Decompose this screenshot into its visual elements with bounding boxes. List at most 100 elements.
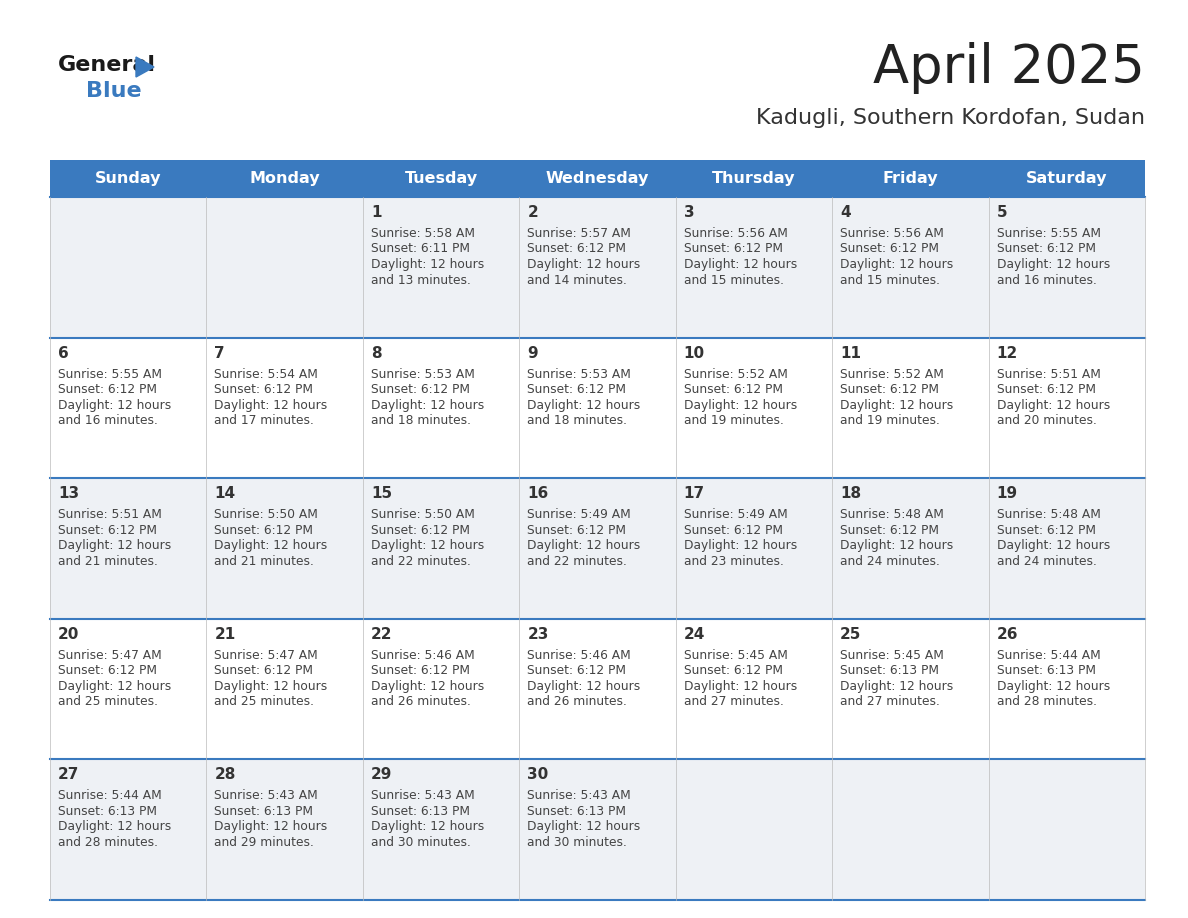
Text: Daylight: 12 hours: Daylight: 12 hours — [371, 680, 484, 693]
Text: Daylight: 12 hours: Daylight: 12 hours — [527, 821, 640, 834]
Text: Tuesday: Tuesday — [404, 171, 478, 186]
Text: and 27 minutes.: and 27 minutes. — [840, 695, 940, 709]
Text: Monday: Monday — [249, 171, 320, 186]
Text: and 24 minutes.: and 24 minutes. — [840, 554, 940, 567]
Text: 17: 17 — [684, 487, 704, 501]
Text: Sunrise: 5:50 AM: Sunrise: 5:50 AM — [214, 509, 318, 521]
Text: and 26 minutes.: and 26 minutes. — [371, 695, 470, 709]
Text: and 25 minutes.: and 25 minutes. — [58, 695, 158, 709]
Bar — [676, 759, 832, 900]
Text: Sunrise: 5:45 AM: Sunrise: 5:45 AM — [840, 649, 944, 662]
Text: Daylight: 12 hours: Daylight: 12 hours — [58, 680, 171, 693]
Text: Blue: Blue — [86, 81, 141, 101]
Text: Daylight: 12 hours: Daylight: 12 hours — [527, 398, 640, 411]
Text: Sunrise: 5:43 AM: Sunrise: 5:43 AM — [527, 789, 631, 802]
Bar — [50, 338, 207, 478]
Bar — [832, 759, 988, 900]
Bar — [988, 619, 1145, 759]
Text: Sunrise: 5:50 AM: Sunrise: 5:50 AM — [371, 509, 475, 521]
Text: Daylight: 12 hours: Daylight: 12 hours — [684, 680, 797, 693]
Text: 22: 22 — [371, 627, 392, 642]
Text: Daylight: 12 hours: Daylight: 12 hours — [58, 539, 171, 553]
Text: 8: 8 — [371, 345, 381, 361]
Text: Sunrise: 5:47 AM: Sunrise: 5:47 AM — [214, 649, 318, 662]
Bar — [832, 478, 988, 619]
Bar — [362, 759, 519, 900]
Text: Daylight: 12 hours: Daylight: 12 hours — [997, 398, 1110, 411]
Bar — [207, 619, 362, 759]
Bar — [519, 197, 676, 338]
Text: Sunset: 6:12 PM: Sunset: 6:12 PM — [997, 383, 1095, 396]
Text: Sunset: 6:13 PM: Sunset: 6:13 PM — [58, 805, 157, 818]
Text: Daylight: 12 hours: Daylight: 12 hours — [840, 539, 954, 553]
Bar — [207, 478, 362, 619]
Text: Sunset: 6:13 PM: Sunset: 6:13 PM — [214, 805, 314, 818]
Text: Daylight: 12 hours: Daylight: 12 hours — [371, 258, 484, 271]
Bar — [676, 478, 832, 619]
Text: 6: 6 — [58, 345, 69, 361]
Text: Sunset: 6:12 PM: Sunset: 6:12 PM — [684, 665, 783, 677]
Text: Sunset: 6:12 PM: Sunset: 6:12 PM — [684, 383, 783, 396]
Text: and 29 minutes.: and 29 minutes. — [214, 836, 315, 849]
Text: and 30 minutes.: and 30 minutes. — [371, 836, 470, 849]
Text: Sunrise: 5:45 AM: Sunrise: 5:45 AM — [684, 649, 788, 662]
Text: Sunrise: 5:56 AM: Sunrise: 5:56 AM — [840, 227, 944, 240]
Bar — [832, 338, 988, 478]
Text: Daylight: 12 hours: Daylight: 12 hours — [371, 398, 484, 411]
Text: Sunset: 6:12 PM: Sunset: 6:12 PM — [527, 242, 626, 255]
Text: Sunset: 6:12 PM: Sunset: 6:12 PM — [684, 242, 783, 255]
Text: Sunrise: 5:49 AM: Sunrise: 5:49 AM — [527, 509, 631, 521]
Bar — [50, 619, 207, 759]
Text: Sunrise: 5:48 AM: Sunrise: 5:48 AM — [997, 509, 1100, 521]
Text: Daylight: 12 hours: Daylight: 12 hours — [58, 821, 171, 834]
Text: 15: 15 — [371, 487, 392, 501]
Text: 27: 27 — [58, 767, 80, 782]
Text: Sunrise: 5:56 AM: Sunrise: 5:56 AM — [684, 227, 788, 240]
Text: Sunset: 6:12 PM: Sunset: 6:12 PM — [371, 665, 470, 677]
Text: and 14 minutes.: and 14 minutes. — [527, 274, 627, 286]
Text: 24: 24 — [684, 627, 706, 642]
Bar — [519, 338, 676, 478]
Text: 26: 26 — [997, 627, 1018, 642]
Bar — [362, 338, 519, 478]
Text: 30: 30 — [527, 767, 549, 782]
Text: Daylight: 12 hours: Daylight: 12 hours — [997, 539, 1110, 553]
Text: and 19 minutes.: and 19 minutes. — [840, 414, 940, 427]
Text: Sunset: 6:12 PM: Sunset: 6:12 PM — [371, 523, 470, 537]
Text: Sunrise: 5:44 AM: Sunrise: 5:44 AM — [997, 649, 1100, 662]
Text: Sunrise: 5:51 AM: Sunrise: 5:51 AM — [997, 367, 1100, 381]
Text: 29: 29 — [371, 767, 392, 782]
Text: April 2025: April 2025 — [873, 42, 1145, 94]
Text: and 19 minutes.: and 19 minutes. — [684, 414, 784, 427]
Text: Daylight: 12 hours: Daylight: 12 hours — [527, 258, 640, 271]
Bar — [207, 338, 362, 478]
Text: Sunrise: 5:52 AM: Sunrise: 5:52 AM — [840, 367, 944, 381]
Text: Sunrise: 5:51 AM: Sunrise: 5:51 AM — [58, 509, 162, 521]
Text: Kadugli, Southern Kordofan, Sudan: Kadugli, Southern Kordofan, Sudan — [756, 108, 1145, 128]
Text: 10: 10 — [684, 345, 704, 361]
Text: Sunset: 6:11 PM: Sunset: 6:11 PM — [371, 242, 470, 255]
Text: and 16 minutes.: and 16 minutes. — [58, 414, 158, 427]
Text: Sunrise: 5:54 AM: Sunrise: 5:54 AM — [214, 367, 318, 381]
Text: 25: 25 — [840, 627, 861, 642]
Bar — [207, 759, 362, 900]
Text: Sunrise: 5:53 AM: Sunrise: 5:53 AM — [527, 367, 631, 381]
Text: Daylight: 12 hours: Daylight: 12 hours — [684, 258, 797, 271]
Text: 9: 9 — [527, 345, 538, 361]
Text: Sunrise: 5:49 AM: Sunrise: 5:49 AM — [684, 509, 788, 521]
Text: Sunset: 6:12 PM: Sunset: 6:12 PM — [527, 665, 626, 677]
Text: 16: 16 — [527, 487, 549, 501]
Text: Daylight: 12 hours: Daylight: 12 hours — [371, 821, 484, 834]
Text: Sunrise: 5:55 AM: Sunrise: 5:55 AM — [997, 227, 1100, 240]
Polygon shape — [135, 57, 154, 77]
Text: and 25 minutes.: and 25 minutes. — [214, 695, 315, 709]
Text: Daylight: 12 hours: Daylight: 12 hours — [840, 680, 954, 693]
Text: and 18 minutes.: and 18 minutes. — [527, 414, 627, 427]
Text: and 22 minutes.: and 22 minutes. — [527, 554, 627, 567]
Bar — [832, 197, 988, 338]
Bar — [362, 478, 519, 619]
Text: Sunset: 6:12 PM: Sunset: 6:12 PM — [371, 383, 470, 396]
Text: Daylight: 12 hours: Daylight: 12 hours — [840, 398, 954, 411]
Text: Daylight: 12 hours: Daylight: 12 hours — [684, 539, 797, 553]
Text: and 30 minutes.: and 30 minutes. — [527, 836, 627, 849]
